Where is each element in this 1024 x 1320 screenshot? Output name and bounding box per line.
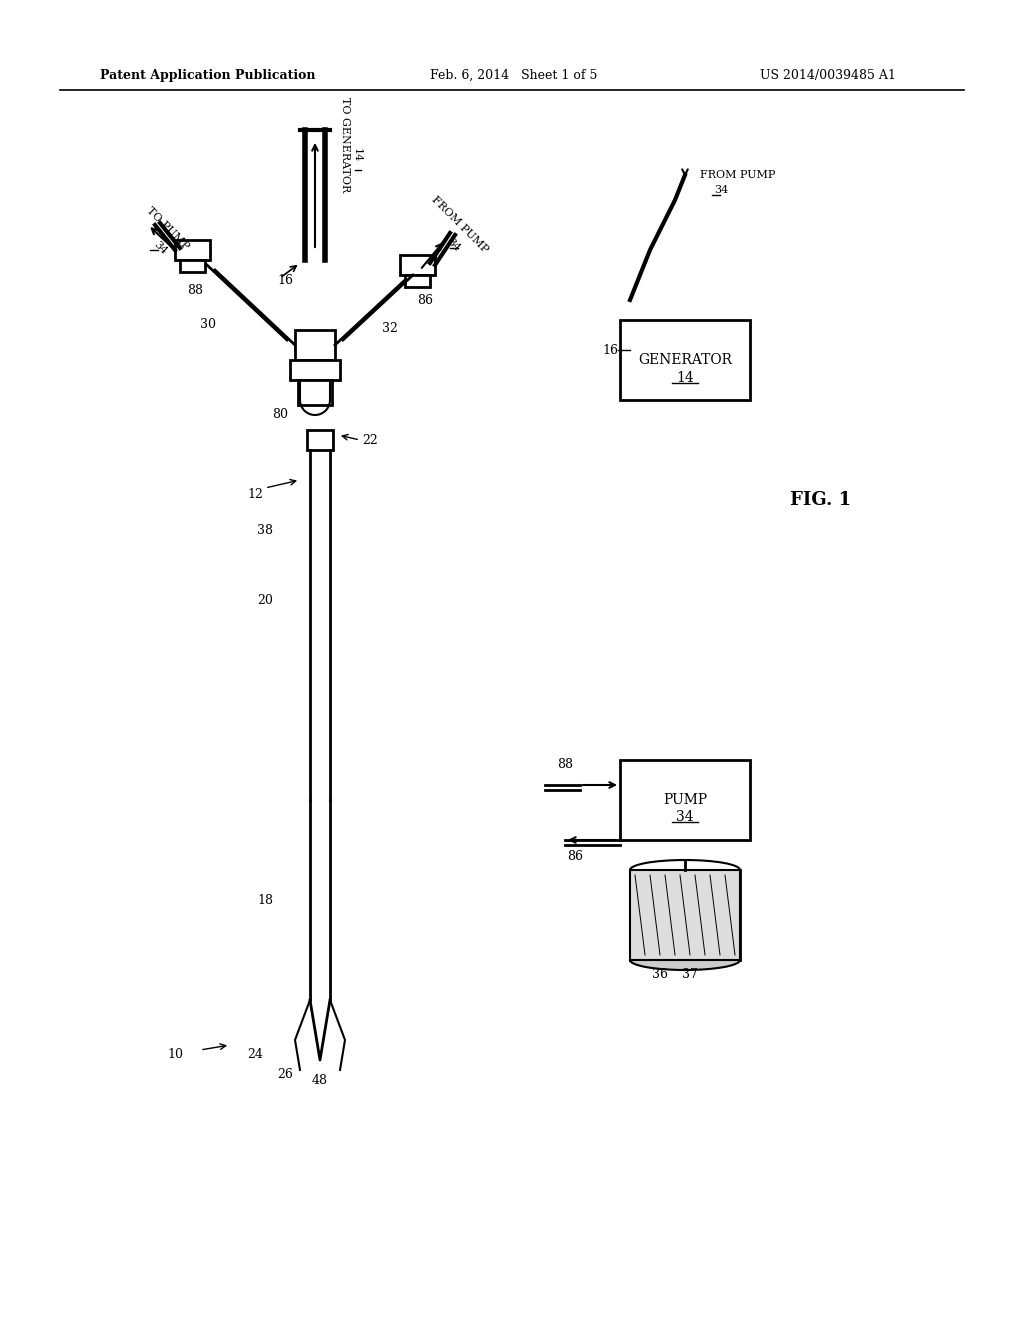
Text: 20: 20 xyxy=(257,594,273,606)
Text: Feb. 6, 2014   Sheet 1 of 5: Feb. 6, 2014 Sheet 1 of 5 xyxy=(430,69,597,82)
Bar xyxy=(307,430,333,450)
Text: 88: 88 xyxy=(187,284,203,297)
Text: FIG. 1: FIG. 1 xyxy=(790,491,851,510)
Text: 34: 34 xyxy=(445,236,462,253)
Text: US 2014/0039485 A1: US 2014/0039485 A1 xyxy=(760,69,896,82)
Text: 22: 22 xyxy=(362,433,378,446)
Bar xyxy=(406,275,430,286)
Bar xyxy=(290,360,340,380)
Bar xyxy=(620,760,750,840)
Text: 34: 34 xyxy=(152,239,169,256)
Text: FROM PUMP: FROM PUMP xyxy=(700,170,775,180)
Text: 30: 30 xyxy=(200,318,216,331)
Text: 48: 48 xyxy=(312,1073,328,1086)
Text: 86: 86 xyxy=(417,293,433,306)
Text: 32: 32 xyxy=(382,322,398,334)
Text: 16: 16 xyxy=(602,343,618,356)
Bar xyxy=(298,380,332,405)
Text: 10: 10 xyxy=(167,1048,183,1061)
Text: 38: 38 xyxy=(257,524,273,536)
Text: 26: 26 xyxy=(278,1068,293,1081)
Text: TO PUMP: TO PUMP xyxy=(145,205,191,251)
Text: Patent Application Publication: Patent Application Publication xyxy=(100,69,315,82)
Text: 12: 12 xyxy=(247,488,263,502)
Text: 37: 37 xyxy=(682,969,698,982)
Text: PUMP: PUMP xyxy=(663,793,707,807)
Bar xyxy=(175,240,210,260)
Ellipse shape xyxy=(630,950,740,970)
Text: 36: 36 xyxy=(652,969,668,982)
Text: 80: 80 xyxy=(272,408,288,421)
Text: 24: 24 xyxy=(247,1048,263,1061)
Text: 14: 14 xyxy=(676,371,694,385)
Bar xyxy=(295,330,335,360)
Ellipse shape xyxy=(630,861,740,880)
Bar xyxy=(400,255,435,275)
Text: 18: 18 xyxy=(257,894,273,907)
Text: 86: 86 xyxy=(567,850,583,863)
Bar xyxy=(180,260,205,272)
Text: 34: 34 xyxy=(676,810,694,824)
Text: 16: 16 xyxy=(278,273,293,286)
Text: 34: 34 xyxy=(714,185,728,195)
Text: GENERATOR: GENERATOR xyxy=(638,352,732,367)
Text: 14: 14 xyxy=(352,148,362,162)
Text: FROM PUMP: FROM PUMP xyxy=(430,195,490,255)
Text: 88: 88 xyxy=(557,759,573,771)
Bar xyxy=(630,870,740,960)
Text: TO GENERATOR: TO GENERATOR xyxy=(340,98,350,193)
Bar xyxy=(630,870,740,960)
Bar xyxy=(620,319,750,400)
